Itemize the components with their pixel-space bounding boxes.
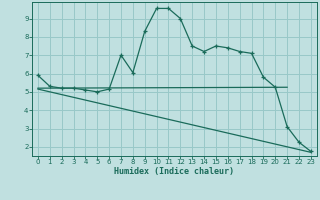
X-axis label: Humidex (Indice chaleur): Humidex (Indice chaleur) <box>115 167 234 176</box>
